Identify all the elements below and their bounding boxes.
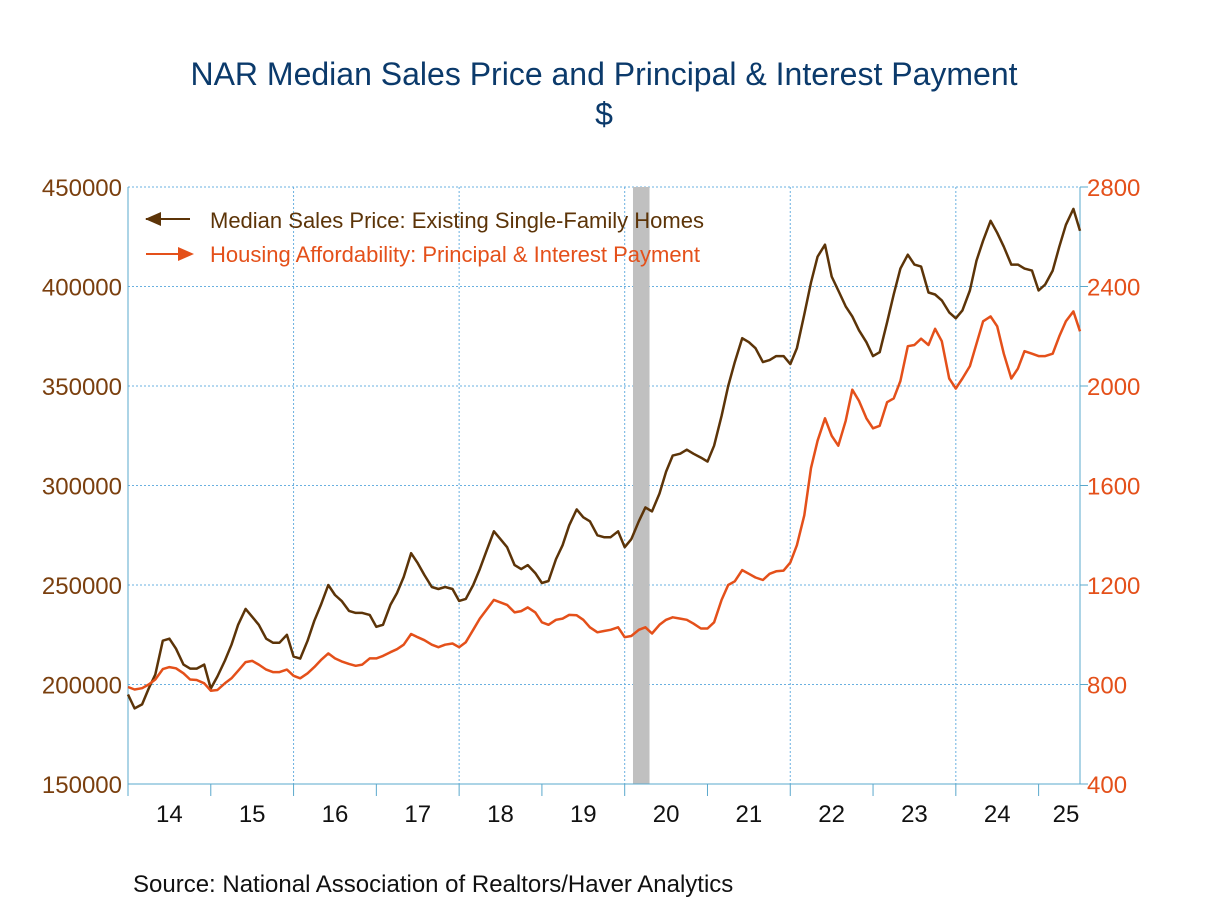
legend-label-pi-payment: Housing Affordability: Principal & Inter…: [210, 242, 700, 267]
chart-subtitle: $: [595, 96, 613, 132]
y-left-tick-label: 300000: [42, 474, 122, 501]
x-tick-label: 14: [156, 801, 183, 828]
legend-entry-pi-payment: Housing Affordability: Principal & Inter…: [146, 242, 700, 267]
y-left-tick-label: 450000: [42, 175, 122, 202]
x-tick-label: 18: [487, 801, 514, 828]
axes: 14 15 16 17 18 19 20 21 22 23 24 25 150000 200000 2500…: [42, 175, 1140, 828]
y-left-tick-label: 400000: [42, 275, 122, 302]
series-line-median-price: [126, 207, 1082, 710]
y-right-tick-label: 1200: [1087, 573, 1140, 600]
legend: Median Sales Price: Existing Single-Fami…: [145, 208, 704, 267]
source-note: Source: National Association of Realtors…: [133, 871, 734, 898]
y-right-tick-label: 2800: [1087, 175, 1140, 202]
y-right-tick-label: 2400: [1087, 275, 1140, 302]
x-tick-label: 22: [818, 801, 845, 828]
chart-title: NAR Median Sales Price and Principal & I…: [190, 56, 1018, 92]
series-lines: [126, 207, 1082, 710]
x-tick-label: 21: [736, 801, 763, 828]
x-tick-label: 20: [653, 801, 680, 828]
y-right-tick-label: 800: [1087, 673, 1127, 700]
x-tick-label: 24: [984, 801, 1011, 828]
y-left-tick-label: 150000: [42, 772, 122, 799]
recession-shading: [632, 187, 650, 784]
x-tick-label: 25: [1053, 801, 1080, 828]
y-right-tick-label: 1600: [1087, 474, 1140, 501]
x-tick-label: 17: [404, 801, 431, 828]
x-tick-label: 23: [901, 801, 928, 828]
x-tick-label: 19: [570, 801, 597, 828]
x-tick-label: 15: [239, 801, 266, 828]
gridlines: [128, 186, 1080, 784]
y-right-tick-label: 400: [1087, 772, 1127, 799]
y-left-tick-label: 350000: [42, 374, 122, 401]
legend-label-median-price: Median Sales Price: Existing Single-Fami…: [210, 208, 704, 233]
y-right-tick-label: 2000: [1087, 374, 1140, 401]
series-line-pi-payment: [127, 310, 1082, 692]
x-tick-label: 16: [322, 801, 349, 828]
y-left-tick-label: 200000: [42, 673, 122, 700]
legend-entry-median-price: Median Sales Price: Existing Single-Fami…: [145, 208, 704, 233]
legend-arrow-right-icon: [178, 247, 194, 261]
y-left-tick-label: 250000: [42, 573, 122, 600]
legend-arrow-left-icon: [145, 212, 161, 226]
